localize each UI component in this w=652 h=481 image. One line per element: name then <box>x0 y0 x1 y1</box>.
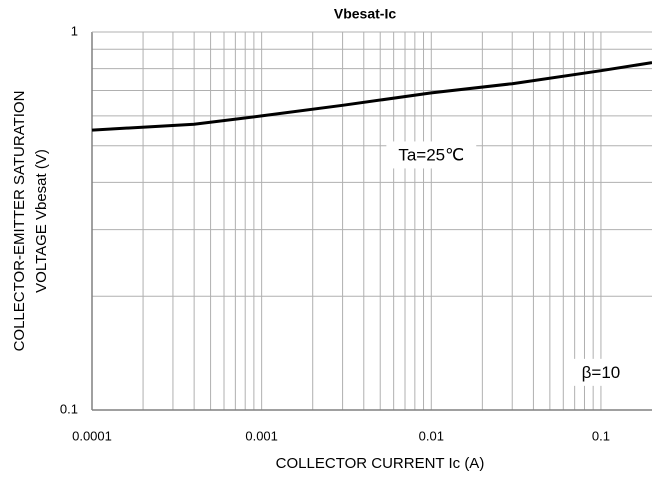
y-axis-label: VOLTAGE Vbesat (V) <box>33 149 50 293</box>
y-tick-label: 1 <box>71 23 78 38</box>
x-axis-label: COLLECTOR CURRENT Ic (A) <box>276 455 485 472</box>
x-tick-label: 0.1 <box>592 428 610 443</box>
x-tick-label: 0.001 <box>245 428 278 443</box>
x-tick-label: 0.0001 <box>72 428 112 443</box>
series-line <box>91 61 652 132</box>
chart-title: Vbesat-Ic <box>334 6 396 22</box>
x-tick-label: 0.01 <box>419 428 444 443</box>
annotation-background <box>569 358 633 386</box>
y-axis-label: COLLECTOR-EMITTER SATURATION <box>11 91 28 352</box>
y-tick-label: 0.1 <box>60 401 78 416</box>
annotation: β=10 <box>582 363 621 382</box>
annotation: Ta=25℃ <box>398 145 464 164</box>
annotation-background <box>386 141 477 169</box>
